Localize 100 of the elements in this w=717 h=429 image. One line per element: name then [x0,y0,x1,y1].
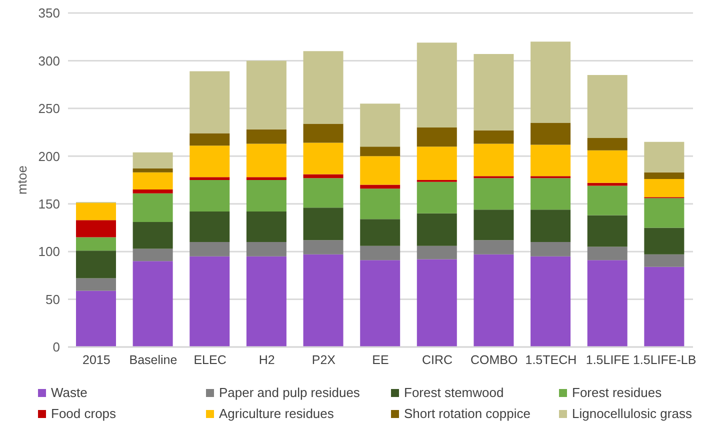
bar [76,290,116,347]
bar [190,256,230,347]
bar [132,222,173,249]
bar [303,51,344,124]
bar [76,278,116,291]
bar [530,242,571,256]
bar [360,146,400,156]
bar [190,242,230,256]
y-tick-label: 150 [38,196,60,212]
x-tick-label: CIRC [422,352,453,367]
legend-label: Waste [50,385,88,400]
y-tick-label: 300 [38,53,60,68]
bar [530,210,571,242]
bar [644,172,684,180]
bar [246,60,286,130]
bar [587,138,628,150]
bar [190,133,230,146]
bar [474,144,514,176]
bar [587,150,628,183]
bar [360,156,400,185]
bar [530,178,571,210]
bar [530,256,571,347]
bar [530,122,571,145]
bar [246,242,286,256]
y-tick-label: 100 [38,244,60,260]
x-tick-label: P2X [312,352,336,367]
bar [587,246,628,260]
legend-label: Forest stemwood [403,385,505,400]
bar [76,237,116,251]
bar [416,213,457,246]
x-tick-label: 2015 [82,352,110,367]
bar [360,188,400,220]
bar [474,178,514,210]
bar [360,104,400,147]
x-tick-label: COMBO [470,352,518,367]
bar [644,198,684,228]
bar [360,184,400,189]
legend-label: Lignocellulosic grass [571,406,693,421]
bar [132,168,173,172]
bar [474,210,514,240]
bar [190,71,230,134]
bar [132,193,173,222]
bar [303,142,344,174]
bar [587,75,628,138]
bar [190,180,230,212]
bar [416,182,457,214]
bar [644,142,684,172]
bar [246,177,286,180]
legend-label: Agriculture residues [218,406,335,421]
bar [644,228,684,254]
bar [644,254,684,267]
bar [530,144,571,176]
bar [644,266,684,347]
x-tick-label: 1.5TECH [525,352,577,367]
bar [76,220,116,238]
bar [360,219,400,246]
bar [132,152,173,169]
bar [303,124,344,143]
bar [474,240,514,254]
legend-label: Short rotation coppice [403,406,532,421]
x-tick-label: Baseline [129,352,178,367]
bar [246,180,286,212]
bar [190,146,230,178]
bar [76,250,116,278]
bar [190,177,230,180]
bar [246,144,286,178]
legend-label: Food crops [50,406,118,421]
bar [246,211,286,242]
bar [303,178,344,208]
bar [303,254,344,347]
y-tick-label: 350 [38,6,60,21]
legend-label: Paper and pulp residues [218,385,361,400]
bar [416,146,457,180]
bar [644,179,684,198]
bar [416,42,457,128]
bar [132,248,173,262]
bar [416,259,457,347]
x-tick-label: ELEC [194,352,226,367]
bar [246,129,286,144]
bar [587,215,628,247]
y-tick-label: 0 [52,340,60,355]
bar [360,260,400,347]
bar [474,254,514,347]
bar [303,174,344,178]
bar [132,261,173,347]
bar [132,190,173,194]
bar [246,256,286,347]
y-tick-label: 200 [38,148,60,164]
y-tick-label: 50 [46,292,60,307]
bar [474,130,514,144]
legend-label: Forest residues [571,385,663,400]
bar [303,208,344,240]
bar [530,42,571,123]
bar [190,211,230,242]
bar [416,246,457,260]
bar [360,246,400,260]
x-tick-label: 1.5LIFE [586,352,630,367]
bar [474,54,514,130]
x-tick-label: H2 [258,352,275,367]
bar [132,172,173,190]
